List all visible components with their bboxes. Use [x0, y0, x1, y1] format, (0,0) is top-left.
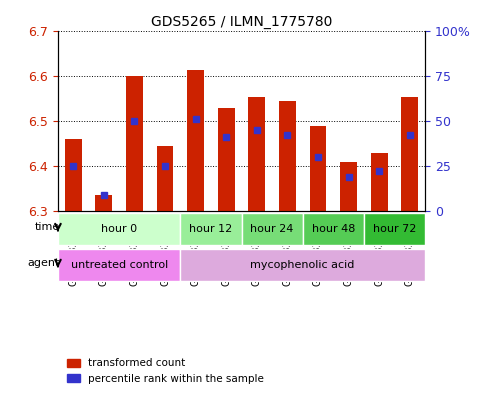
FancyBboxPatch shape: [58, 213, 180, 245]
FancyBboxPatch shape: [303, 213, 364, 245]
Bar: [310, 126, 327, 211]
Bar: [401, 97, 418, 211]
Bar: [279, 101, 296, 211]
Text: hour 24: hour 24: [250, 224, 294, 234]
Title: GDS5265 / ILMN_1775780: GDS5265 / ILMN_1775780: [151, 15, 332, 29]
Bar: [96, 195, 112, 211]
Bar: [126, 76, 143, 211]
FancyBboxPatch shape: [180, 249, 425, 281]
FancyBboxPatch shape: [364, 213, 425, 245]
FancyBboxPatch shape: [242, 213, 303, 245]
Bar: [248, 97, 265, 211]
FancyBboxPatch shape: [180, 213, 242, 245]
Text: hour 0: hour 0: [101, 224, 137, 234]
Text: mycophenolic acid: mycophenolic acid: [251, 260, 355, 270]
Bar: [187, 70, 204, 211]
Bar: [218, 108, 235, 211]
Bar: [371, 153, 387, 211]
Text: agent: agent: [27, 258, 59, 268]
Text: time: time: [34, 222, 59, 232]
Bar: [65, 139, 82, 211]
Text: hour 12: hour 12: [189, 224, 232, 234]
Bar: [340, 162, 357, 211]
Text: hour 48: hour 48: [312, 224, 355, 234]
Text: untreated control: untreated control: [71, 260, 168, 270]
Text: hour 72: hour 72: [373, 224, 416, 234]
Legend: transformed count, percentile rank within the sample: transformed count, percentile rank withi…: [63, 354, 268, 388]
FancyBboxPatch shape: [58, 249, 180, 281]
Bar: [156, 146, 173, 211]
